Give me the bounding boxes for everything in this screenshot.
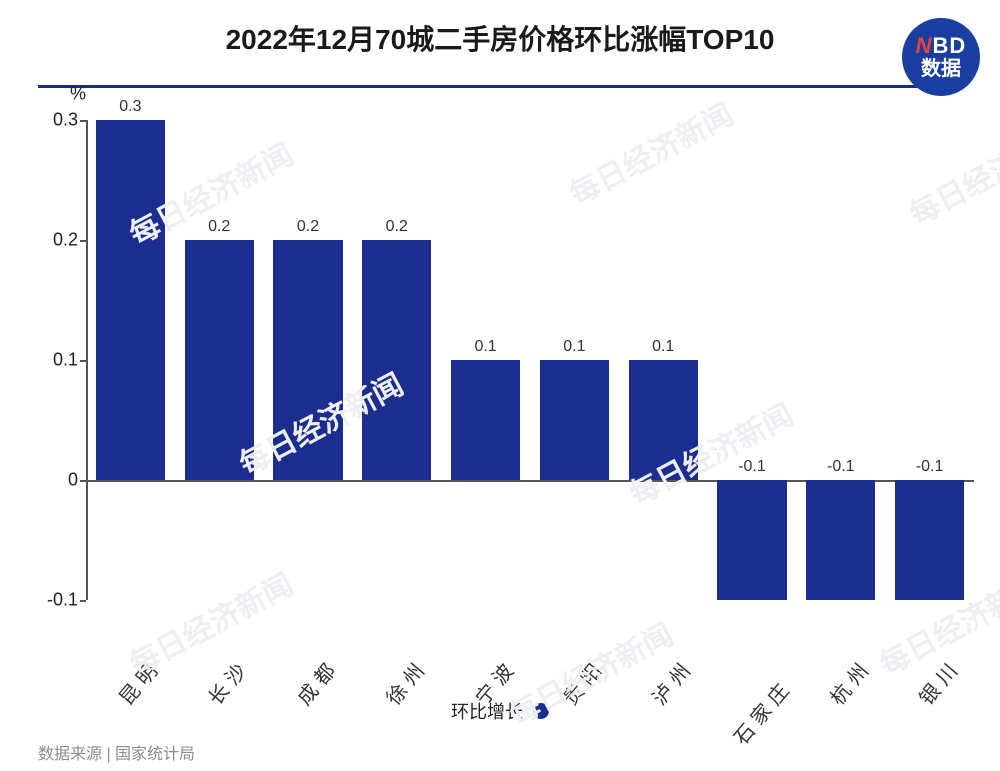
y-tick-mark [80, 240, 86, 242]
bar-chart: -0.100.10.20.3%0.3昆明0.2长沙0.2成都0.2徐州0.1宁波… [86, 120, 974, 600]
bar [185, 240, 254, 480]
bar-value-label: 0.2 [273, 218, 342, 236]
bar-value-label: 0.1 [451, 338, 520, 356]
bar-value-label: 0.3 [96, 98, 165, 116]
y-tick-label: 0 [68, 470, 78, 491]
bar-value-label: -0.1 [806, 458, 875, 476]
badge-top: NBD [916, 35, 967, 57]
y-axis [86, 120, 88, 600]
y-tick-mark [80, 120, 86, 122]
bar-value-label: -0.1 [895, 458, 964, 476]
bar [451, 360, 520, 480]
legend: 环比增长 [0, 698, 1000, 724]
badge-letter-n: N [916, 33, 933, 58]
badge-bottom: 数据 [921, 59, 961, 79]
bar [96, 120, 165, 480]
chart-header: 2022年12月70城二手房价格环比涨幅TOP10 [0, 10, 1000, 88]
bar [273, 240, 342, 480]
bar [629, 360, 698, 480]
y-tick-label: 0.1 [53, 350, 78, 371]
y-tick-mark [80, 480, 86, 482]
y-tick-label: 0.3 [53, 110, 78, 131]
bar-value-label: 0.2 [185, 218, 254, 236]
bar [806, 480, 875, 600]
badge-letters-bd: BD [933, 33, 967, 58]
y-tick-label: 0.2 [53, 230, 78, 251]
y-tick-mark [80, 360, 86, 362]
bar-value-label: 0.1 [540, 338, 609, 356]
chart-title: 2022年12月70城二手房价格环比涨幅TOP10 [0, 18, 1000, 58]
bar [717, 480, 786, 600]
bar-value-label: 0.1 [629, 338, 698, 356]
y-tick-label: -0.1 [47, 590, 78, 611]
bar [540, 360, 609, 480]
y-tick-mark [80, 600, 86, 602]
y-axis-unit: % [70, 84, 86, 105]
data-source: 数据来源 | 国家统计局 [38, 740, 195, 764]
bar-value-label: -0.1 [717, 458, 786, 476]
nbd-badge: NBD 数据 [902, 18, 980, 96]
legend-swatch [533, 703, 549, 719]
legend-label: 环比增长 [451, 698, 523, 724]
bar-value-label: 0.2 [362, 218, 431, 236]
bar [362, 240, 431, 480]
title-underline [38, 85, 962, 88]
bar [895, 480, 964, 600]
